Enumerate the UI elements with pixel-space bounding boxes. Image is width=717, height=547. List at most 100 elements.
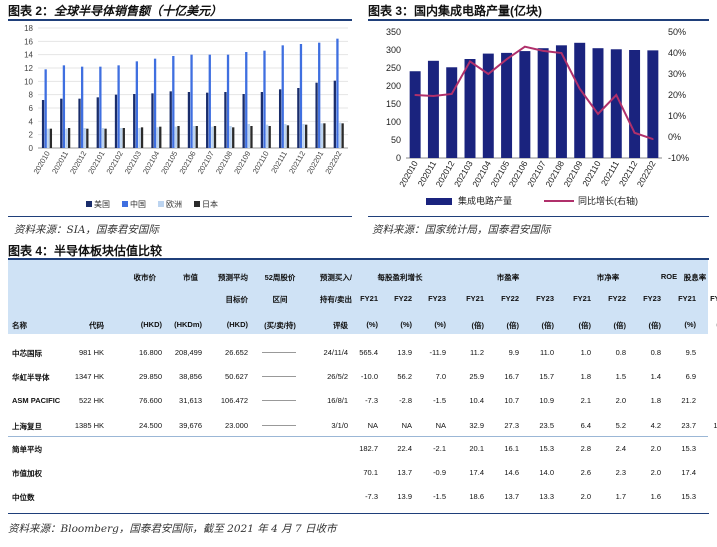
- legend-swatch-bar: [426, 198, 452, 205]
- bar-日本: [213, 126, 217, 148]
- bar-中国: [44, 69, 47, 148]
- bar-中国: [226, 54, 230, 148]
- bar-欧洲: [229, 126, 232, 148]
- bar-美国: [206, 92, 209, 148]
- bar-production: [409, 71, 421, 158]
- summary-value: 2.4: [615, 444, 626, 453]
- row-name: 中芯国际: [12, 349, 42, 358]
- row-value: 0.8: [650, 348, 661, 357]
- th-pb: 市净率: [596, 273, 620, 282]
- bar-日本: [232, 127, 235, 148]
- bar-中国: [153, 58, 157, 148]
- summary-value: 13.3: [539, 492, 554, 501]
- th-unit: (倍): [471, 321, 485, 330]
- fig3-label: 图表 3：: [368, 4, 415, 18]
- yoy-point: [487, 73, 490, 75]
- y-left-tick-label: 0: [396, 153, 401, 163]
- row-mcap: 208,499: [174, 348, 202, 357]
- summary-value: -2.1: [433, 444, 446, 453]
- row-value: 23.5: [539, 421, 554, 430]
- th-unit: (%): [700, 320, 717, 329]
- bar-production: [555, 45, 567, 158]
- row-value: 9.9: [508, 348, 519, 357]
- y-right-tick-label: 0%: [668, 132, 681, 142]
- bar-中国: [299, 44, 303, 148]
- bar-欧洲: [83, 128, 86, 148]
- row-value: 25.9: [469, 372, 484, 381]
- row-value: 1.5: [615, 372, 626, 381]
- bar-production: [610, 49, 622, 158]
- row-value: 1.4: [650, 372, 661, 381]
- summary-value: 18.6: [469, 492, 484, 501]
- row-value: NA: [435, 421, 446, 430]
- th-unit: (倍): [648, 321, 662, 330]
- summary-value: 2.0: [650, 468, 661, 477]
- fig4-bottom-rule: [8, 513, 709, 514]
- bar-美国: [151, 93, 154, 148]
- bar-production: [427, 60, 439, 158]
- row-value: 21.2: [681, 396, 696, 405]
- bar-美国: [60, 98, 63, 148]
- row-value: 9.5: [685, 348, 696, 357]
- th-unit: (HKDm): [174, 320, 202, 329]
- yoy-growth-line: [415, 45, 654, 141]
- row-price: 29.850: [139, 372, 162, 381]
- row-rating: 3/1/0: [331, 421, 348, 430]
- th-name: 名称: [12, 321, 27, 330]
- bar-欧洲: [265, 124, 269, 148]
- row-code: 522 HK: [78, 396, 104, 405]
- th-fy: FY23: [428, 294, 446, 303]
- fig2-chart: 0246810121416182020102020112020122021012…: [24, 24, 348, 209]
- bar-欧洲: [101, 128, 105, 148]
- row-name: ASM PACIFIC: [12, 396, 61, 405]
- bar-欧洲: [247, 124, 251, 148]
- bar-中国: [336, 38, 339, 148]
- th-unit: (%): [400, 320, 412, 329]
- row-value: 10.9: [539, 396, 554, 405]
- bar-中国: [117, 65, 120, 148]
- row-value: 4.2: [650, 421, 661, 430]
- th-rating-2: 持有/卖出: [319, 295, 352, 304]
- th-fy: FY22: [394, 294, 412, 303]
- bar-美国: [78, 98, 81, 148]
- row-value: -7.3: [365, 396, 378, 405]
- bar-中国: [281, 45, 284, 148]
- legend-swatch: [194, 201, 200, 207]
- bar-美国: [114, 94, 118, 148]
- row-name: 华虹半导体: [12, 373, 50, 382]
- bar-中国: [135, 61, 138, 149]
- bar-美国: [96, 97, 99, 148]
- row-value: 11.2: [469, 348, 484, 357]
- yoy-point: [505, 58, 508, 61]
- valuation-table: 收市价 市值 预测平均 52周股价 预测买入/每股盈利增长 市盈率 市净率 ROE 股息率 目标价…: [8, 260, 717, 512]
- y-tick-label: 18: [24, 24, 33, 33]
- summary-value: -1.5: [433, 492, 446, 501]
- row-value: -10.0: [360, 372, 378, 381]
- row-value: 6.9: [685, 372, 696, 381]
- fig4-title: 图表 4：半导体板块估值比较: [8, 242, 162, 259]
- y-left-tick-label: 200: [386, 81, 401, 91]
- row-value: 10.7: [504, 396, 519, 405]
- row-price: 16.800: [139, 348, 162, 357]
- row-value: -1.5: [433, 396, 446, 405]
- row-value: 12.9: [713, 421, 717, 430]
- bar-日本: [140, 127, 144, 148]
- y-right-tick-label: 20%: [668, 90, 686, 100]
- legend-swatch: [158, 201, 164, 207]
- row-code: 1347 HK: [74, 372, 104, 381]
- fig3-chart: 0 50 100 150 200 250 300 350 -10% 0% 10% 20% 30% 40% 5…: [386, 27, 689, 206]
- th-fy: FY23: [710, 294, 717, 303]
- row-value: 4.9: [700, 348, 717, 357]
- bar-production: [482, 53, 494, 158]
- fig2-rule: [8, 19, 352, 21]
- th-fy: FY21: [573, 294, 591, 303]
- y-tick-label: 12: [24, 64, 33, 73]
- y-tick-label: 0: [29, 144, 34, 153]
- bar-production: [519, 51, 531, 158]
- y-tick-label: 14: [24, 51, 33, 60]
- row-target: 23.000: [225, 421, 248, 430]
- row-value: 7.0: [435, 372, 446, 381]
- row-rating: 26/5/2: [327, 372, 348, 381]
- bar-production: [501, 52, 513, 158]
- bar-中国: [318, 42, 321, 148]
